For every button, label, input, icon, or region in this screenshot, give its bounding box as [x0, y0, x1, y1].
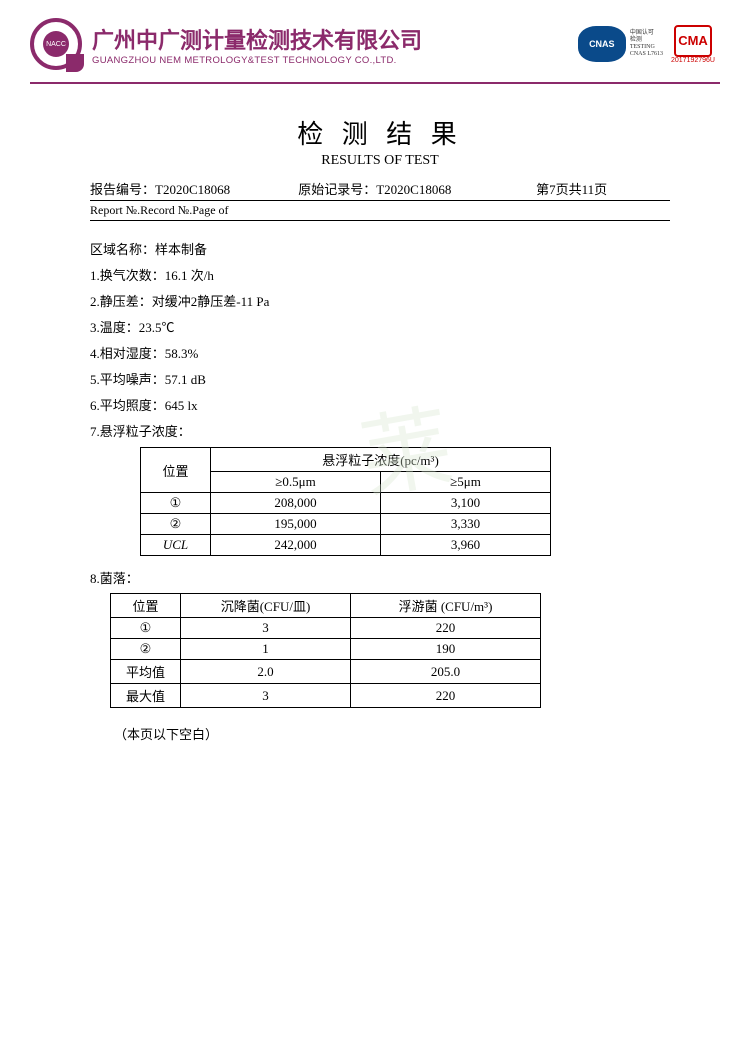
bacteria-table: 位置 沉降菌(CFU/皿) 浮游菌 (CFU/m³) ①3220 ②1190 平… [110, 593, 541, 708]
table-row: ②1190 [111, 639, 541, 660]
item-3: 3.温度：23.5℃ [90, 317, 670, 336]
company-name-cn: 广州中广测计量检测技术有限公司 [92, 23, 422, 55]
t1-col2: ≥5μm [381, 472, 551, 493]
item-8: 8.菌落： [90, 568, 670, 587]
item-6: 6.平均照度：645 lx [90, 395, 670, 414]
table-row: UCL242,0003,960 [141, 535, 551, 556]
page-header: NACC 广州中广测计量检测技术有限公司 GUANGZHOU NEM METRO… [0, 0, 750, 80]
cma-number: 2017192796U [671, 57, 715, 64]
item-4: 4.相对湿度：58.3% [90, 343, 670, 362]
table-row: ①208,0003,100 [141, 493, 551, 514]
table-row: 最大值3220 [111, 684, 541, 708]
item-5: 5.平均噪声：57.1 dB [90, 369, 670, 388]
item-7: 7.悬浮粒子浓度： [90, 421, 670, 440]
company-name-en: GUANGZHOU NEM METROLOGY&TEST TECHNOLOGY … [92, 55, 422, 66]
t2-col2: 浮游菌 (CFU/m³) [351, 594, 541, 618]
cma-cert: CMA 2017192796U [671, 25, 715, 64]
logo-inner-text: NACC [43, 31, 69, 57]
t1-main-header: 悬浮粒子浓度(pc/m³) [211, 448, 551, 472]
table-row: ②195,0003,330 [141, 514, 551, 535]
info-row-en: Report №. Record №. Page of [90, 201, 670, 221]
table-row: ①3220 [111, 618, 541, 639]
t1-pos-header: 位置 [141, 448, 211, 493]
certifications: CNAS 中国认可 检测 TESTING CNAS L7613 CMA 2017… [578, 25, 715, 64]
cnas-icon: CNAS [578, 26, 626, 62]
item-2: 2.静压差：对缓冲2静压差-11 Pa [90, 291, 670, 310]
t2-col1: 沉降菌(CFU/皿) [181, 594, 351, 618]
cnas-text: 中国认可 检测 TESTING CNAS L7613 [630, 30, 663, 59]
title-cn: 检 测 结 果 [90, 114, 670, 151]
t1-col1: ≥0.5μm [211, 472, 381, 493]
blank-below-note: （本页以下空白） [114, 724, 670, 743]
area-name: 区域名称：样本制备 [90, 239, 670, 258]
measurement-list: 区域名称：样本制备 1.换气次数：16.1 次/h 2.静压差：对缓冲2静压差-… [90, 239, 670, 440]
t2-pos-header: 位置 [111, 594, 181, 618]
logo-icon: NACC [30, 18, 82, 70]
particle-table: 位置 悬浮粒子浓度(pc/m³) ≥0.5μm ≥5μm ①208,0003,1… [140, 447, 551, 556]
info-row-cn: 报告编号：T2020C18068 原始记录号：T2020C18068 第7页共1… [90, 177, 670, 201]
title-en: RESULTS OF TEST [90, 153, 670, 169]
item-1: 1.换气次数：16.1 次/h [90, 265, 670, 284]
company-logo: NACC 广州中广测计量检测技术有限公司 GUANGZHOU NEM METRO… [30, 18, 422, 70]
report-content: 检 测 结 果 RESULTS OF TEST 报告编号：T2020C18068… [0, 84, 750, 743]
cma-icon: CMA [674, 25, 712, 57]
table-row: 平均值2.0205.0 [111, 660, 541, 684]
